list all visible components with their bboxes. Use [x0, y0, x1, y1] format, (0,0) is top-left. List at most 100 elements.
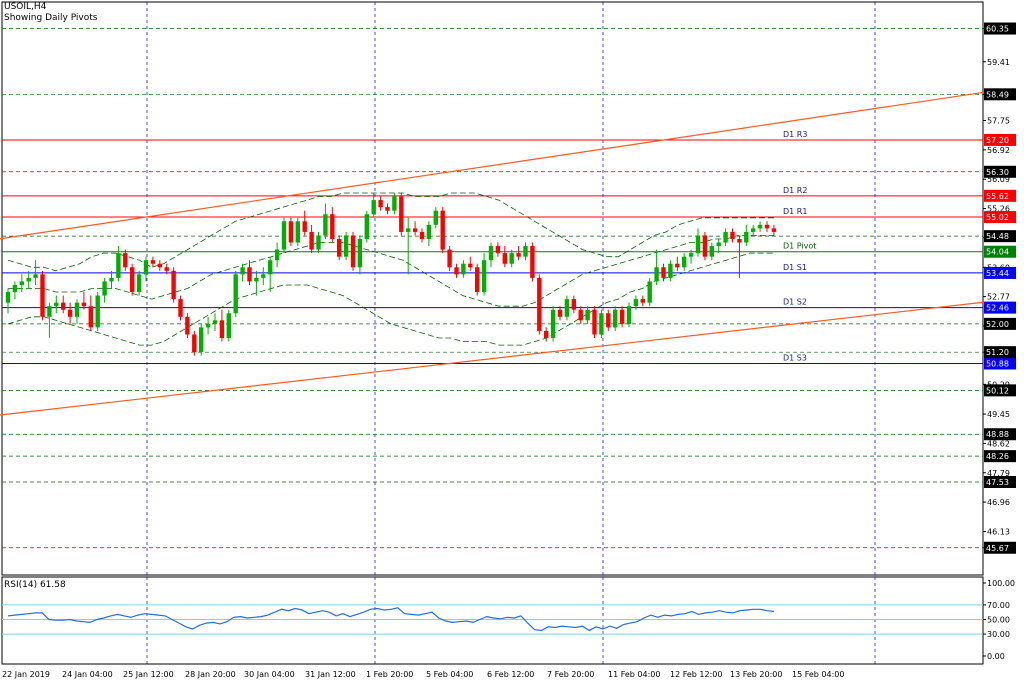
candle-body	[751, 228, 756, 232]
candle-body	[54, 302, 59, 307]
reference-level-box	[984, 475, 1016, 488]
reference-level-box-label: 48.26	[986, 452, 1009, 461]
price-level-box-label: 55.02	[986, 213, 1009, 222]
candle-body	[702, 235, 708, 257]
band-upper-line	[7, 192, 774, 272]
band-lower-line	[7, 252, 774, 346]
candle-body	[412, 228, 418, 232]
candle-body	[268, 260, 273, 275]
candle-body	[502, 253, 507, 264]
candle-body	[192, 334, 197, 353]
reference-level-box	[984, 88, 1016, 101]
candle-body	[461, 263, 466, 275]
price-level-box	[984, 245, 1016, 258]
candle-body	[468, 263, 473, 268]
candle-body	[426, 224, 432, 239]
price-level-box	[984, 266, 1016, 279]
candle-body	[309, 231, 314, 250]
candle-body	[61, 302, 66, 310]
pivot-line-label: D1 R3	[783, 130, 807, 139]
candle-body	[261, 274, 266, 278]
candle-body	[495, 246, 501, 254]
reference-level-box-label: 51.20	[986, 348, 1009, 357]
reference-level-box	[984, 384, 1016, 397]
candle-body	[730, 231, 735, 239]
candle-body	[281, 221, 287, 250]
candle-body	[399, 196, 404, 232]
pivot-line-label: D1 S1	[783, 263, 807, 272]
candle-body	[116, 253, 121, 278]
candle-body	[633, 299, 639, 307]
candle-body	[150, 260, 156, 264]
time-axis-label: 13 Feb 20:00	[730, 670, 782, 679]
candle-body	[102, 281, 107, 296]
time-axis-label: 7 Feb 20:00	[547, 670, 594, 679]
candle-body	[26, 277, 31, 282]
candle-body	[74, 302, 80, 317]
rsi-axis-label: 50.00	[987, 616, 1010, 625]
candle-body	[19, 281, 24, 285]
candle-body	[571, 299, 576, 310]
candle-body	[171, 270, 176, 300]
candle-body	[613, 309, 618, 328]
candle-body	[537, 277, 542, 331]
candle-body	[95, 295, 100, 328]
price-axis-label: 52.77	[987, 293, 1010, 302]
time-axis-label: 25 Jan 12:00	[123, 670, 174, 679]
rsi-panel-frame	[1, 576, 984, 665]
time-axis-label: 15 Feb 04:00	[792, 670, 844, 679]
candle-body	[12, 284, 18, 293]
candle-body	[226, 313, 231, 339]
candle-body	[240, 267, 245, 275]
time-axis-label: 24 Jan 04:00	[62, 670, 113, 679]
candle-body	[364, 214, 369, 239]
price-level-box-label: 53.44	[986, 269, 1009, 278]
candle-body	[123, 253, 128, 268]
candle-body	[661, 267, 666, 278]
candle-body	[88, 306, 93, 328]
candle-body	[40, 274, 45, 317]
candle-body	[516, 253, 521, 257]
rsi-axis-label: 70.00	[987, 601, 1010, 610]
candle-body	[81, 302, 87, 307]
price-level-box	[984, 357, 1016, 370]
candle-body	[254, 277, 259, 282]
candle-body	[212, 320, 218, 324]
candle-body	[337, 238, 342, 257]
rsi-line	[7, 607, 774, 632]
time-axis-label: 12 Feb 12:00	[670, 670, 722, 679]
candle-body	[647, 281, 652, 303]
candle-body	[440, 210, 445, 250]
candle-body	[295, 221, 300, 243]
price-axis-label: 57.75	[987, 116, 1010, 125]
time-axis-label: 11 Feb 04:00	[608, 670, 660, 679]
candle-body	[302, 221, 307, 232]
candle-body	[433, 210, 438, 225]
time-axis-label: 6 Feb 12:00	[487, 670, 534, 679]
candle-body	[357, 238, 363, 268]
candle-body	[199, 327, 204, 353]
candle-body	[716, 242, 721, 247]
candle-body	[219, 320, 225, 339]
candle-body	[178, 299, 183, 317]
price-axis-label: 56.92	[987, 146, 1010, 155]
reference-level-box-label: 50.12	[986, 386, 1009, 395]
rsi-indicator-label: RSI(14) 61.58	[4, 580, 66, 590]
reference-level-box	[984, 165, 1016, 178]
time-axis-label: 5 Feb 04:00	[426, 670, 473, 679]
candle-body	[481, 260, 487, 293]
candle-body	[447, 249, 452, 268]
price-axis-label: 46.13	[987, 527, 1010, 536]
candle-body	[564, 299, 570, 317]
candle-body	[757, 224, 763, 229]
candle-body	[723, 231, 728, 243]
candle-body	[205, 323, 211, 328]
trend-channel-line	[0, 91, 984, 240]
candle-body	[592, 309, 597, 335]
candle-body	[392, 196, 397, 211]
candle-body	[626, 306, 632, 324]
price-level-box	[984, 211, 1016, 224]
candle-body	[33, 274, 38, 278]
candle-body	[530, 246, 535, 278]
